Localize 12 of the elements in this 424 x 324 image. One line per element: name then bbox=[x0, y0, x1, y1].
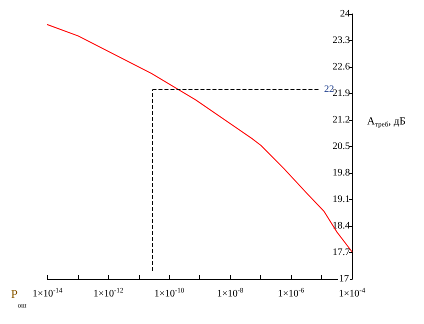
y-tick-label: 18.4 bbox=[332, 220, 350, 232]
y-tick-label: 21.2 bbox=[332, 114, 350, 126]
y-tick-label: 17.7 bbox=[332, 247, 350, 258]
y-tick-label: 24 bbox=[340, 8, 350, 20]
y-tick-label: 23.3 bbox=[332, 35, 350, 46]
y-tick-label: 17 bbox=[339, 274, 349, 284]
y-tick-label: 22.6 bbox=[332, 62, 350, 72]
y-tick-label: 19.8 bbox=[332, 168, 350, 178]
ref-line-label: 22 bbox=[324, 84, 334, 96]
y-tick-label: 20.5 bbox=[332, 141, 350, 152]
y-tick-label: 21.9 bbox=[332, 88, 350, 99]
y-tick-label: 19.1 bbox=[332, 194, 350, 205]
